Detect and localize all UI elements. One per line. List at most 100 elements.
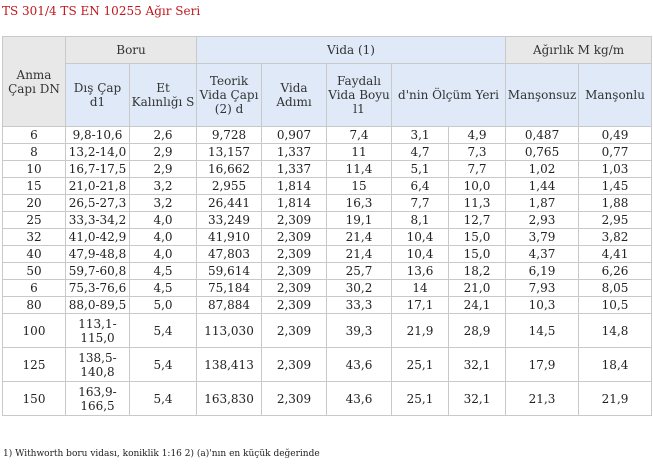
cell: 4,5	[128, 262, 198, 280]
table-row: 10 16,7-17,5 2,9 16,662 1,337 11,4 5,1 7,7 1,02 1…	[2, 160, 653, 178]
cell: 13,157	[196, 143, 263, 161]
cell: 43,6	[326, 347, 393, 382]
cell: 32	[2, 228, 66, 246]
cell: 47,803	[196, 245, 263, 263]
table-row: 8 13,2-14,0 2,9 13,157 1,337 11 4,7 7,3 0,765 0,7…	[2, 143, 653, 161]
cell: 8,1	[391, 211, 450, 229]
cell: 21,3	[505, 381, 580, 416]
cell: 10,4	[391, 245, 450, 263]
cell: 5,4	[128, 381, 198, 416]
table-row: 6 75,3-76,6 4,5 75,184 2,309 30,2 14 21,0 7,93 8,…	[2, 279, 653, 297]
cell: 2,9	[128, 160, 198, 178]
cell: 9,8-10,6	[65, 126, 130, 144]
cell: 163,9-166,5	[65, 381, 130, 416]
cell: 1,45	[578, 177, 653, 195]
cell: 18,4	[578, 347, 653, 382]
cell: 7,7	[391, 194, 450, 212]
cell: 33,3	[326, 296, 393, 314]
cell: 21,4	[326, 245, 393, 263]
cell: 15	[326, 177, 393, 195]
table-row: 32 41,0-42,9 4,0 41,910 2,309 21,4 10,4 15,0 3,7…	[2, 228, 653, 246]
cell: 10,4	[391, 228, 450, 246]
cell: 113,1-115,0	[65, 313, 130, 348]
cell: 3,2	[128, 194, 198, 212]
cell: 24,1	[448, 296, 507, 314]
cell: 1,337	[261, 143, 328, 161]
cell: 50	[2, 262, 66, 280]
header-vida: Vida (1)	[196, 36, 507, 64]
cell: 21,0-21,8	[65, 177, 130, 195]
cell: 25,1	[391, 347, 450, 382]
footnote: 1) Withworth boru vidası, koniklik 1:16 …	[3, 449, 320, 459]
table-row: 20 26,5-27,3 3,2 26,441 1,814 16,3 7,7 11,3 1,87…	[2, 194, 653, 212]
cell: 3,82	[578, 228, 653, 246]
header-vida-adimi: Vida Adımı	[261, 63, 328, 127]
cell: 14,5	[505, 313, 580, 348]
cell: 13,2-14,0	[65, 143, 130, 161]
cell: 14	[391, 279, 450, 297]
table-row: 80 88,0-89,5 5,0 87,884 2,309 33,3 17,1 24,1 10,…	[2, 296, 653, 314]
header-mansonlu: Manşonlu	[578, 63, 653, 127]
cell: 26,5-27,3	[65, 194, 130, 212]
cell: 1,814	[261, 177, 328, 195]
cell: 4,41	[578, 245, 653, 263]
cell: 2,309	[261, 313, 328, 348]
cell: 7,3	[448, 143, 507, 161]
table-row: 100 113,1-115,0 5,4 113,030 2,309 39,3 21,9 28,…	[2, 313, 653, 348]
cell: 11	[326, 143, 393, 161]
cell: 30,2	[326, 279, 393, 297]
cell: 2,309	[261, 279, 328, 297]
cell: 28,9	[448, 313, 507, 348]
header-dn: Anma Çapı DN	[2, 36, 66, 127]
cell: 25,7	[326, 262, 393, 280]
cell: 0,77	[578, 143, 653, 161]
cell: 2,309	[261, 381, 328, 416]
cell: 2,309	[261, 245, 328, 263]
cell: 1,03	[578, 160, 653, 178]
cell: 6	[2, 279, 66, 297]
cell: 21,0	[448, 279, 507, 297]
pipe-spec-table: Anma Çapı DN Boru Vida (1) Ağırlık M kg/…	[2, 36, 653, 416]
cell: 13,6	[391, 262, 450, 280]
cell: 2,309	[261, 228, 328, 246]
cell: 12,7	[448, 211, 507, 229]
cell: 3,1	[391, 126, 450, 144]
cell: 6,4	[391, 177, 450, 195]
table-row: 25 33,3-34,2 4,0 33,249 2,309 19,1 8,1 12,7 2,93…	[2, 211, 653, 229]
header-mansonsuz: Manşonsuz	[505, 63, 580, 127]
cell: 0,765	[505, 143, 580, 161]
cell: 18,2	[448, 262, 507, 280]
cell: 5,0	[128, 296, 198, 314]
cell: 8	[2, 143, 66, 161]
cell: 80	[2, 296, 66, 314]
cell: 10,5	[578, 296, 653, 314]
cell: 2,95	[578, 211, 653, 229]
cell: 10,0	[448, 177, 507, 195]
header-agirlik: Ağırlık M kg/m	[505, 36, 653, 64]
cell: 6	[2, 126, 66, 144]
cell: 32,1	[448, 347, 507, 382]
cell: 113,030	[196, 313, 263, 348]
header-et-kalinligi: Et Kalınlığı S	[128, 63, 198, 127]
cell: 1,02	[505, 160, 580, 178]
cell: 75,184	[196, 279, 263, 297]
cell: 2,309	[261, 211, 328, 229]
cell: 125	[2, 347, 66, 382]
cell: 11,4	[326, 160, 393, 178]
cell: 47,9-48,8	[65, 245, 130, 263]
cell: 39,3	[326, 313, 393, 348]
table-row: 125 138,5-140,8 5,4 138,413 2,309 43,6 25,1 32,…	[2, 347, 653, 382]
table-row: 50 59,7-60,8 4,5 59,614 2,309 25,7 13,6 18,2 6,1…	[2, 262, 653, 280]
cell: 40	[2, 245, 66, 263]
cell: 1,87	[505, 194, 580, 212]
cell: 3,79	[505, 228, 580, 246]
cell: 87,884	[196, 296, 263, 314]
cell: 2,309	[261, 347, 328, 382]
page-title: TS 301/4 TS EN 10255 Ağır Seri	[2, 4, 201, 18]
cell: 138,413	[196, 347, 263, 382]
cell: 15,0	[448, 228, 507, 246]
cell: 16,662	[196, 160, 263, 178]
cell: 4,7	[391, 143, 450, 161]
cell: 7,93	[505, 279, 580, 297]
cell: 2,9	[128, 143, 198, 161]
